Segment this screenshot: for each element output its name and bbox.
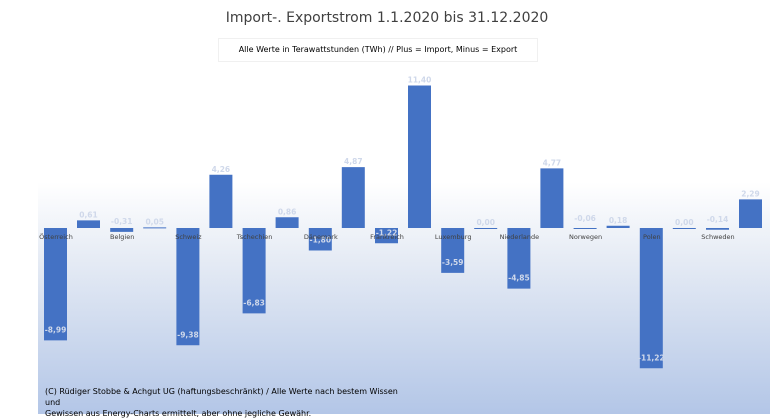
bar-export-8: [573, 228, 597, 229]
category-label-5: Frankreich: [370, 233, 404, 241]
data-label-import-10: 2,29: [741, 189, 760, 198]
bar-import-2: [209, 174, 233, 228]
data-label-import-9: 0,00: [675, 218, 694, 227]
bar-import-6: [474, 228, 498, 229]
bar-export-0: [44, 228, 67, 341]
data-label-import-4: 4,87: [344, 157, 363, 166]
category-label-7: Niederlande: [500, 233, 540, 241]
category-label-4: Dänemark: [304, 233, 338, 241]
bar-export-7: [507, 228, 531, 289]
category-label-3: Tschechien: [236, 233, 273, 241]
category-label-1: Belgien: [110, 233, 134, 241]
data-label-import-0: 0,61: [79, 210, 98, 219]
data-label-import-3: 0,86: [278, 207, 297, 216]
footnote-line-1: (C) Rüdiger Stobbe & Achgut UG (haftungs…: [45, 387, 398, 407]
data-label-export-1: -0,31: [111, 217, 133, 226]
data-label-export-3: -6,83: [243, 298, 265, 307]
data-label-export-5: -1,22: [376, 228, 398, 237]
bar-import-9: [672, 228, 696, 229]
bar-import-8: [606, 225, 630, 228]
footnote: (C) Rüdiger Stobbe & Achgut UG (haftungs…: [45, 386, 415, 419]
category-label-2: Schweiz: [175, 233, 202, 241]
data-label-export-7: -4,85: [508, 274, 530, 283]
category-label-8: Norwegen: [569, 233, 602, 241]
bar-import-1: [143, 227, 167, 229]
data-label-export-2: -9,38: [177, 330, 199, 339]
chart-title: Import-. Exportstrom 1.1.2020 bis 31.12.…: [225, 10, 549, 26]
bar-export-2: [176, 228, 200, 346]
bar-export-5: [375, 228, 398, 244]
bar-export-10: [706, 228, 729, 230]
bar-export-6: [441, 228, 465, 273]
footnote-line-2: Gewissen aus Energy-Charts ermittelt, ab…: [45, 409, 312, 418]
bar-import-0: [77, 220, 100, 228]
bar-export-1: [110, 228, 134, 232]
data-label-export-9: -11,22: [638, 353, 665, 362]
data-label-import-5: 11,40: [408, 76, 432, 85]
category-label-9: Polen: [643, 233, 661, 241]
data-label-export-8: -0,06: [574, 214, 596, 223]
bar-export-3: [242, 228, 266, 314]
bar-import-4: [341, 167, 365, 228]
data-label-export-6: -3,59: [442, 258, 464, 267]
bar-import-7: [540, 168, 564, 228]
bar-import-5: [408, 85, 431, 228]
data-label-import-8: 0,18: [609, 216, 628, 225]
chart-subtitle: Alle Werte in Terawattstunden (TWh) // P…: [218, 38, 538, 62]
category-label-6: Luxemburg: [435, 233, 472, 241]
bar-import-10: [739, 199, 762, 228]
data-label-export-10: -0,14: [707, 215, 729, 224]
data-label-import-1: 0,05: [145, 217, 164, 226]
bar-export-4: [308, 228, 332, 251]
bar-export-9: [639, 228, 663, 369]
data-label-export-4: -1,80: [309, 236, 331, 245]
data-label-import-7: 4,77: [543, 158, 562, 167]
data-label-import-6: 0,00: [476, 218, 495, 227]
category-label-10: Schweden: [701, 233, 734, 241]
category-label-0: Österreich: [39, 232, 73, 241]
bar-import-3: [275, 217, 299, 228]
data-label-export-0: -8,99: [45, 325, 67, 334]
data-label-import-2: 4,26: [212, 165, 231, 174]
